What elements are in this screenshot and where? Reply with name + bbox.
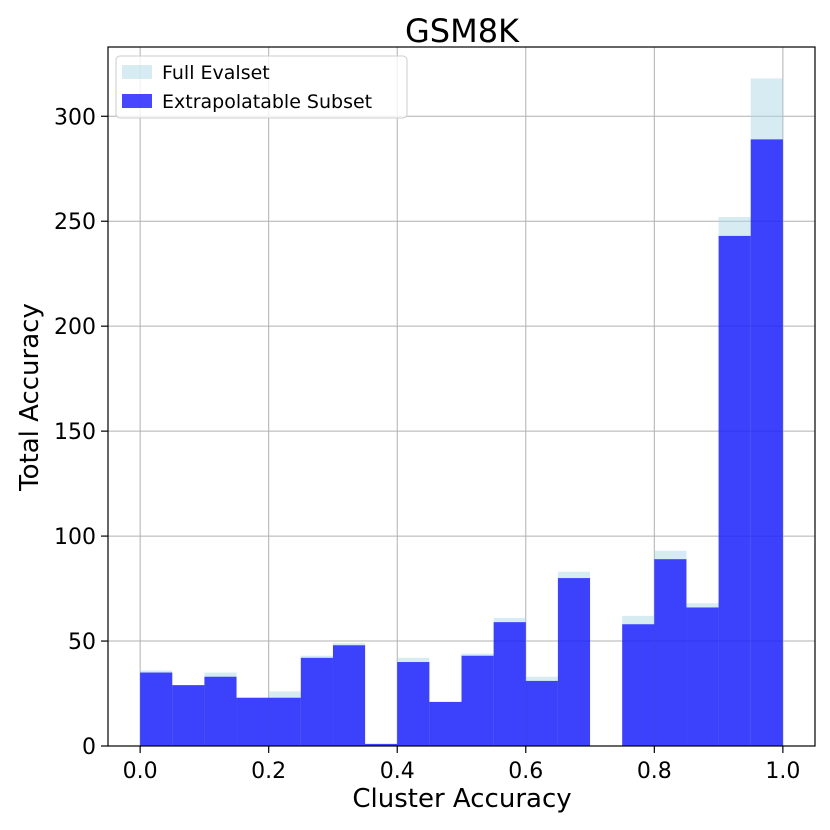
y-tick-label: 50 bbox=[68, 630, 96, 655]
y-axis-label: Total Accuracy bbox=[15, 303, 45, 492]
bars bbox=[140, 78, 783, 747]
x-tick-label: 1.0 bbox=[765, 759, 800, 784]
plot-frame bbox=[107, 46, 816, 747]
bar-extrapolatable-subset bbox=[300, 657, 333, 746]
bar-extrapolatable-subset bbox=[654, 559, 687, 746]
chart-title: GSM8K bbox=[405, 12, 520, 50]
x-tick-label: 0.6 bbox=[508, 759, 543, 784]
legend-box bbox=[115, 55, 408, 119]
y-tick-label: 250 bbox=[54, 210, 96, 235]
bar-extrapolatable-subset bbox=[718, 235, 751, 746]
legend-label-full-evalset: Full Evalset bbox=[162, 62, 270, 84]
bar-extrapolatable-subset bbox=[557, 578, 591, 746]
bar-extrapolatable-subset bbox=[204, 676, 237, 746]
y-tick-label: 200 bbox=[54, 315, 96, 340]
y-axis-ticks: 0 50 100 150 200 250 300 bbox=[54, 105, 108, 760]
x-tick-label: 0.2 bbox=[251, 759, 286, 784]
bar-extrapolatable-subset bbox=[365, 743, 398, 746]
bar-extrapolatable-subset bbox=[429, 701, 462, 746]
bar-extrapolatable-subset bbox=[172, 685, 205, 746]
legend: Full Evalset Extrapolatable Subset bbox=[115, 55, 408, 119]
bar-extrapolatable-subset bbox=[525, 680, 558, 746]
x-tick-label: 0.8 bbox=[637, 759, 672, 784]
bar-extrapolatable-subset bbox=[140, 672, 173, 746]
legend-swatch-extrapolatable-subset bbox=[122, 94, 152, 108]
y-tick-label: 100 bbox=[54, 525, 96, 550]
x-axis-label: Cluster Accuracy bbox=[352, 784, 571, 814]
x-tick-label: 0.0 bbox=[123, 759, 158, 784]
bar-extrapolatable-subset bbox=[268, 697, 301, 746]
legend-label-extrapolatable-subset: Extrapolatable Subset bbox=[162, 91, 372, 113]
bar-extrapolatable-subset bbox=[622, 624, 655, 746]
y-tick-label: 300 bbox=[54, 105, 96, 130]
bar-extrapolatable-subset bbox=[397, 662, 430, 746]
x-tick-label: 0.4 bbox=[380, 759, 415, 784]
legend-swatch-full-evalset bbox=[122, 65, 152, 79]
bar-extrapolatable-subset bbox=[332, 645, 366, 746]
bar-extrapolatable-subset bbox=[461, 655, 494, 746]
bar-extrapolatable-subset bbox=[750, 139, 783, 747]
y-tick-label: 0 bbox=[82, 735, 96, 760]
y-tick-label: 150 bbox=[54, 420, 96, 445]
bar-extrapolatable-subset bbox=[236, 697, 269, 746]
x-axis-ticks: 0.0 0.2 0.4 0.6 0.8 1.0 bbox=[123, 746, 800, 784]
bar-extrapolatable-subset bbox=[686, 607, 719, 746]
bar-extrapolatable-subset bbox=[493, 622, 526, 746]
